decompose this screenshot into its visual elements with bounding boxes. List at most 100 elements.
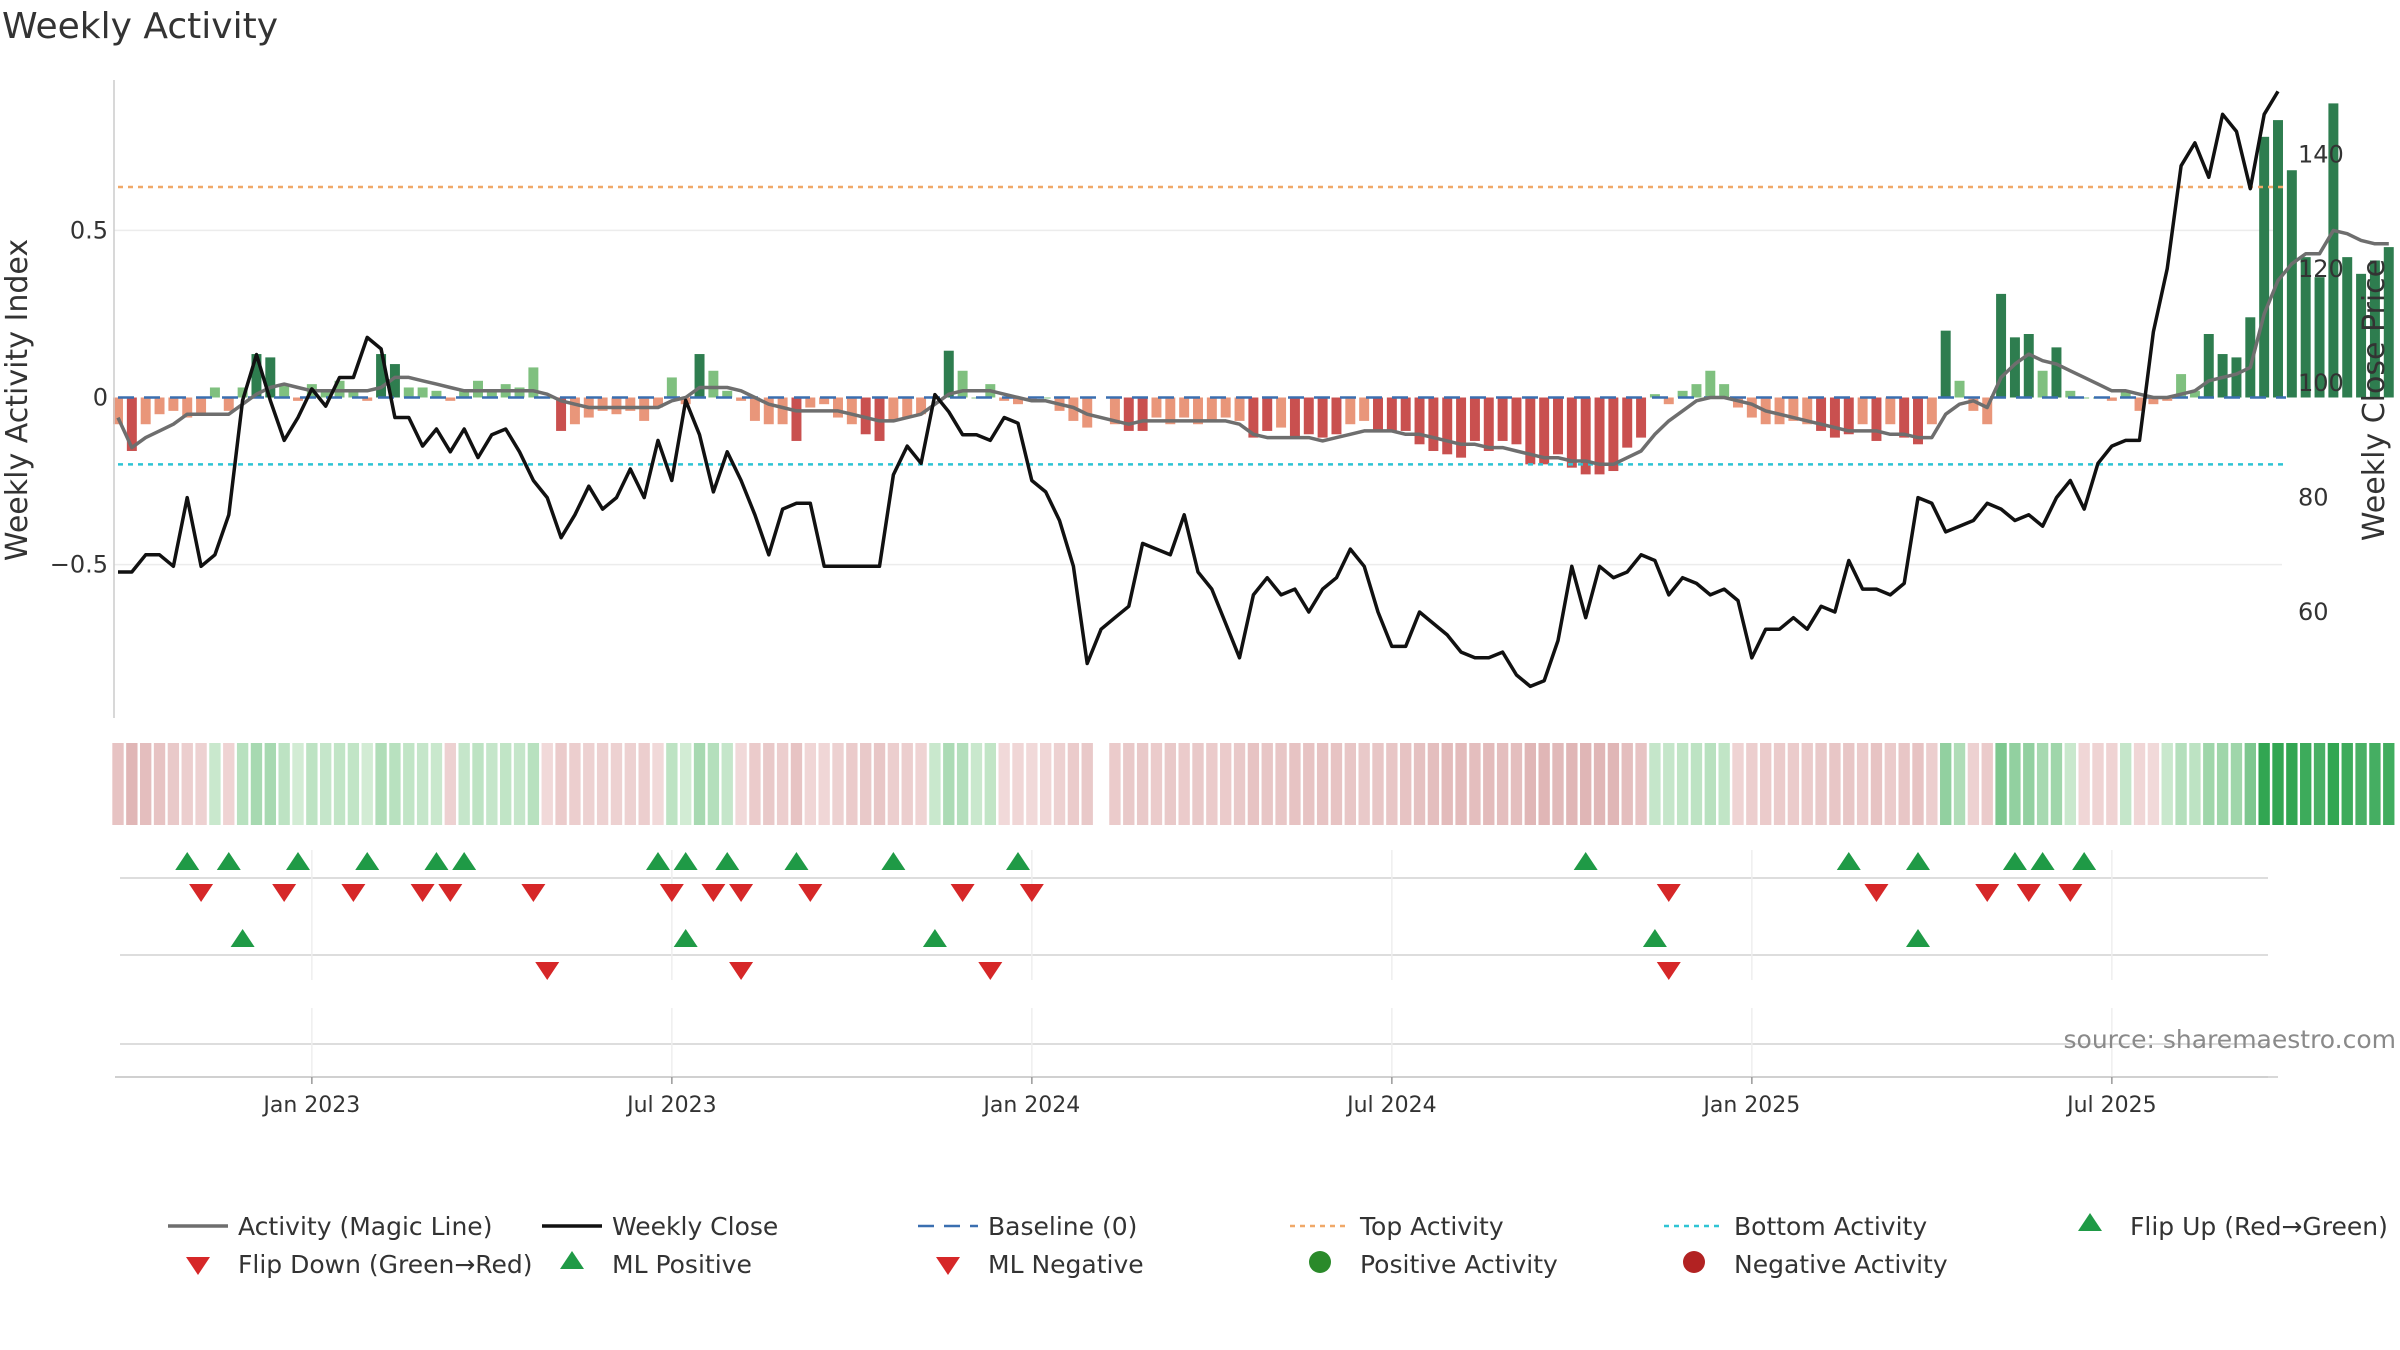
activity-bar-13 <box>293 397 303 401</box>
x-axis: Jan 2023 Jul 2023 Jan 2024 Jul 2024 Jan 2025… <box>115 1076 2278 1118</box>
activity-bar-8 <box>223 397 234 411</box>
strip-cell-140 <box>2050 743 2063 825</box>
activity-bar-78 <box>1193 397 1203 425</box>
strip-cell-160 <box>2327 743 2340 825</box>
activity-bar-97 <box>1456 397 1467 458</box>
chart-title: Weekly Activity <box>2 6 278 47</box>
activity-bar-102 <box>1525 397 1536 465</box>
legend-symbol-mlneg <box>936 1257 960 1275</box>
strip-cell-86 <box>1303 743 1315 825</box>
ml-positive-marker-1 <box>673 929 698 947</box>
strip-cell-141 <box>2064 743 2076 825</box>
signal-markers <box>115 850 2268 1080</box>
strip-cell-10 <box>250 743 263 825</box>
activity-bar-128 <box>1885 397 1896 425</box>
activity-bar-53 <box>846 397 857 425</box>
strip-cell-78 <box>1192 743 1204 825</box>
activity-bar-65 <box>1013 397 1023 405</box>
activity-bar-27 <box>486 390 497 398</box>
activity-bar-103 <box>1539 397 1550 465</box>
strip-cell-30 <box>527 743 540 825</box>
legend-label-mlneg: ML Negative <box>988 1250 1144 1279</box>
activity-bar-129 <box>1899 397 1910 438</box>
activity-bar-25 <box>459 390 470 398</box>
activity-bar-61 <box>957 370 968 398</box>
strip-cell-105 <box>1566 743 1578 825</box>
activity-bar-111 <box>1649 394 1660 398</box>
activity-bar-2 <box>140 397 151 425</box>
legend-symbol-flipdown <box>186 1257 210 1275</box>
strip-cell-85 <box>1289 743 1301 825</box>
flip-down-marker-9 <box>798 884 823 902</box>
strip-cell-77 <box>1178 743 1190 825</box>
strip-cell-162 <box>2355 743 2367 825</box>
strip-cell-17 <box>347 743 360 825</box>
strip-cell-92 <box>1386 743 1398 825</box>
legend-label-flipdown: Flip Down (Green→Red) <box>238 1250 533 1279</box>
activity-bar-162 <box>2356 273 2367 398</box>
flip-up-marker-17 <box>2072 852 2097 870</box>
reference-lines <box>118 185 2286 466</box>
activity-bar-138 <box>2023 334 2034 398</box>
strip-cell-74 <box>1136 743 1149 825</box>
flip-down-marker-4 <box>438 884 463 902</box>
ml-positive-marker-4 <box>1906 929 1930 947</box>
strip-cell-143 <box>2092 743 2104 825</box>
strip-cell-113 <box>1676 743 1689 825</box>
legend: Activity (Magic Line) Weekly Close Baselin… <box>168 1212 2388 1279</box>
strip-cell-120 <box>1773 743 1786 825</box>
flip-up-marker-12 <box>1573 852 1598 870</box>
strip-cell-36 <box>610 743 623 825</box>
activity-bar-99 <box>1483 397 1494 451</box>
flip-up-marker-13 <box>1836 852 1861 870</box>
strip-cell-57 <box>901 743 913 825</box>
strip-cell-40 <box>666 743 678 825</box>
y-axis-right-title: Weekly Close Price <box>2357 259 2392 541</box>
strip-cell-164 <box>2383 743 2395 825</box>
activity-bar-105 <box>1566 397 1577 468</box>
activity-bar-161 <box>2342 257 2353 398</box>
strip-cell-21 <box>403 743 415 825</box>
activity-bar-127 <box>1871 397 1882 441</box>
flip-up-marker-3 <box>355 852 380 870</box>
activity-bar-82 <box>1248 397 1259 438</box>
legend-item-top: Top Activity <box>1290 1212 1504 1241</box>
flip-down-marker-1 <box>272 884 297 902</box>
strip-cell-128 <box>1884 743 1896 825</box>
activity-bar-48 <box>777 397 788 425</box>
strip-cell-90 <box>1358 743 1370 825</box>
flip-up-marker-11 <box>1006 852 1030 870</box>
source-credit: source: sharemaestro.com <box>2064 1025 2397 1054</box>
activity-bar-47 <box>763 397 774 425</box>
activity-bar-60 <box>943 350 954 398</box>
strip-cell-84 <box>1275 743 1287 825</box>
flip-down-marker-8 <box>729 884 754 902</box>
legend-label-close: Weekly Close <box>612 1212 778 1241</box>
strip-cell-87 <box>1316 743 1329 825</box>
strip-cell-96 <box>1441 743 1453 825</box>
strip-cell-80 <box>1220 743 1232 825</box>
strip-cell-46 <box>749 743 761 825</box>
strip-cell-135 <box>1981 743 1993 825</box>
strip-cell-70 <box>1081 743 1093 825</box>
activity-bar-94 <box>1414 397 1425 445</box>
activity-bar-115 <box>1705 370 1716 398</box>
activity-bar-37 <box>625 397 636 411</box>
activity-bar-64 <box>999 397 1010 401</box>
activity-bar-72 <box>1109 397 1120 425</box>
activity-bar-140 <box>2051 347 2062 398</box>
activity-bar-121 <box>1788 397 1799 421</box>
right-tick-label-2: 100 <box>2298 369 2344 397</box>
strip-cell-49 <box>790 743 803 825</box>
activity-bar-33 <box>569 397 580 425</box>
strip-cell-50 <box>804 743 816 825</box>
activity-bar-137 <box>2009 337 2020 398</box>
activity-bar-113 <box>1677 390 1688 398</box>
strip-cell-122 <box>1801 743 1813 825</box>
strip-cell-134 <box>1967 743 1980 825</box>
activity-bar-109 <box>1622 397 1633 448</box>
strip-cell-161 <box>2341 743 2353 825</box>
strip-cell-146 <box>2133 743 2146 825</box>
strip-cell-23 <box>430 743 443 825</box>
